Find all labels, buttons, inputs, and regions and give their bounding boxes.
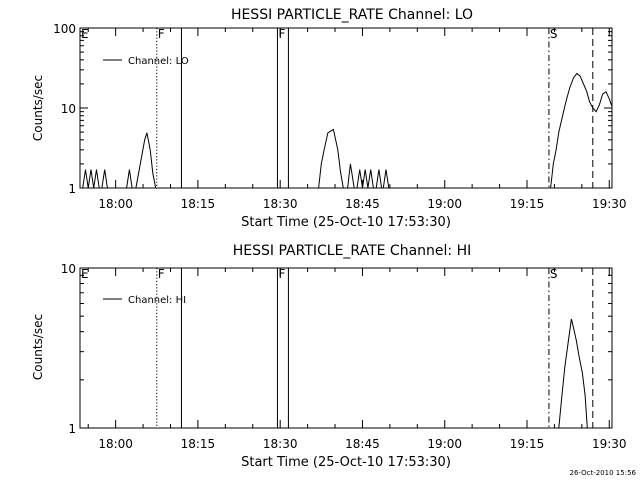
lo-rate-series-line: [347, 163, 355, 188]
hi-x-axis-label: Start Time (25-Oct-10 17:53:30): [241, 455, 451, 470]
lo-legend-label: Channel: LO: [128, 56, 189, 67]
hi-chart-title: HESSI PARTICLE_RATE Channel: HI: [233, 243, 471, 259]
lo-marker-label: F: [158, 27, 165, 41]
lo-marker-label: E: [81, 27, 89, 41]
lo-y-tick-label: 100: [53, 22, 76, 36]
hi-x-tick-label: 19:00: [427, 437, 462, 451]
footer-timestamp: 26-Oct-2010 15:56: [570, 469, 637, 477]
hi-marker-label: E: [81, 267, 89, 281]
hi-channel-panel: HESSI PARTICLE_RATE Channel: HI Counts/s…: [31, 243, 627, 470]
hi-x-tick-label: 18:15: [181, 437, 216, 451]
lo-rate-series-line: [82, 169, 108, 188]
lo-x-tick-label: 18:15: [181, 197, 216, 211]
lo-rate-series-line: [126, 169, 133, 188]
hi-marker-label: F: [278, 267, 285, 281]
hi-x-tick-label: 18:45: [345, 437, 380, 451]
lo-x-tick-label: 18:30: [263, 197, 298, 211]
lo-x-tick-label: 19:15: [510, 197, 545, 211]
lo-chart-title: HESSI PARTICLE_RATE Channel: LO: [231, 7, 473, 23]
hi-legend: Channel: HI: [103, 295, 186, 306]
lo-x-tick-label: 18:00: [98, 197, 133, 211]
lo-y-tick-label: 10: [61, 102, 76, 116]
lo-x-tick-label: 19:30: [592, 197, 627, 211]
hi-x-tick-label: 19:30: [592, 437, 627, 451]
lo-rate-series-line: [135, 132, 157, 188]
lo-rate-series-line: [382, 169, 390, 188]
hi-marker-label: F: [158, 267, 165, 281]
hi-x-tick-label: 19:15: [510, 437, 545, 451]
lo-x-tick-label: 18:45: [345, 197, 380, 211]
lo-marker-label: S: [550, 27, 558, 41]
lo-marker-label: F: [278, 27, 285, 41]
hi-y-tick-label: 10: [61, 262, 76, 276]
hi-x-tick-label: 18:00: [98, 437, 133, 451]
lo-x-tick-label: 19:00: [427, 197, 462, 211]
lo-legend: Channel: LO: [103, 56, 189, 67]
lo-rate-series-line: [318, 128, 344, 188]
hi-rate-series-line: [558, 318, 588, 428]
lo-rate-series-line: [550, 72, 612, 188]
lo-rate-series-line: [356, 169, 374, 188]
lo-y-tick-label: 1: [68, 182, 76, 196]
hi-x-tick-label: 18:30: [263, 437, 298, 451]
lo-channel-panel: HESSI PARTICLE_RATE Channel: LO Counts/s…: [31, 7, 627, 230]
hi-marker-label: S: [550, 267, 558, 281]
lo-x-axis-label: Start Time (25-Oct-10 17:53:30): [241, 215, 451, 230]
hi-y-axis-label: Counts/sec: [31, 314, 45, 380]
hi-plot-frame: [79, 267, 613, 429]
lo-y-axis-label: Counts/sec: [31, 75, 45, 141]
lo-rate-series-line: [375, 169, 383, 188]
lo-plot-frame: [79, 27, 613, 189]
hi-y-tick-label: 1: [68, 422, 76, 436]
